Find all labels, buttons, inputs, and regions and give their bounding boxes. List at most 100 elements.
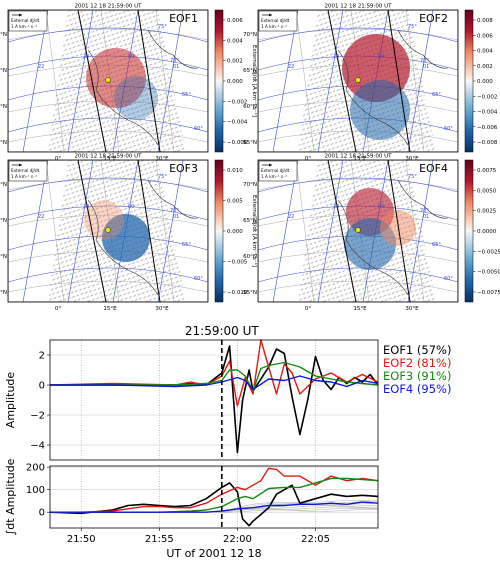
station-marker [105, 77, 111, 83]
arrow-legend-label: External dJ/dt [11, 18, 40, 23]
lon-label: 30°E [405, 156, 419, 162]
x-tick-label: 21:55 [145, 534, 174, 545]
colorbar-gradient [214, 159, 224, 303]
coastline [87, 49, 159, 146]
lon-label: 0° [305, 306, 311, 312]
colorbar: 0.010 0.005 0.000 −0.005 −0.010 External dJ/d… [214, 159, 258, 303]
mlt-label: 23 [333, 54, 339, 60]
lat-label: 70°N [0, 182, 7, 188]
station-marker [105, 227, 111, 233]
colorbar-tick-label: 0.008 [477, 18, 493, 24]
lon-label: 30°E [405, 306, 419, 312]
mlat-label: 70° [420, 208, 429, 214]
series-line-3 [50, 477, 379, 513]
x-tick-label: 22:00 [223, 534, 252, 545]
mlat-label: 70° [170, 208, 179, 214]
mlt-label: 22 [288, 214, 294, 220]
arrow-legend-head [19, 163, 22, 167]
lat-label: 70°N [243, 32, 257, 38]
lat-label: 55°N [0, 290, 7, 296]
map-area: 75° 70° 65° 60° 22 23 00 01 [258, 160, 458, 302]
legend-entry: EOF4 (95%) [383, 382, 451, 396]
map-title: EOF3 [169, 162, 198, 175]
lon-label: 0° [55, 306, 61, 312]
station-marker [355, 227, 361, 233]
colorbar-label: External dJ/dt [A km⁻¹ s⁻¹] [251, 195, 258, 267]
lat-label: 60°N [0, 104, 7, 110]
lon-label: 30°E [155, 306, 169, 312]
colorbar-tick-label: 0.000 [477, 79, 493, 85]
y-tick-label: 0 [39, 508, 45, 519]
y-tick-label: 2 [39, 351, 45, 362]
lat-label: 70°N [243, 182, 257, 188]
colorbar-tick-label: −0.004 [227, 120, 248, 126]
plot-background [50, 340, 378, 460]
colorbar-tick-label: 0.000 [227, 229, 243, 235]
mlt-label: 01 [423, 64, 429, 70]
arrow-legend-head [269, 13, 272, 17]
meridian-line [327, 10, 357, 152]
mlat-label: 60° [444, 276, 453, 282]
mlt-line [272, 10, 299, 152]
arrow-legend-units: 1 A km⁻¹ s⁻¹ [11, 174, 37, 179]
mlat-label: 75° [158, 174, 167, 180]
map-area: 75° 70° 65° 60° 22 23 00 01 [8, 10, 208, 152]
lat-label: 65°N [243, 218, 257, 224]
colorbar-tick-label: −0.0025 [477, 249, 500, 255]
arrow-legend-head [269, 163, 272, 167]
mlt-line [272, 160, 299, 302]
colorbar-tick-label: −0.010 [227, 290, 248, 296]
series-line-4 [50, 375, 379, 391]
colorbar-gradient [464, 159, 474, 303]
mlt-label: 01 [173, 64, 179, 70]
colorbar-tick-label: −0.0050 [477, 270, 500, 276]
colorbar-tick-label: −0.002 [477, 94, 497, 100]
mlat-label: 75° [408, 24, 417, 30]
mlat-label: 75° [408, 174, 417, 180]
arrow-legend: External dJ/dt1 A km⁻¹ s⁻¹ [8, 160, 48, 182]
mlt-label: 00 [128, 54, 134, 60]
colorbar-tick-label: 0.004 [227, 38, 243, 44]
lat-label: 65°N [0, 68, 7, 74]
lat-label: 55°N [243, 140, 257, 146]
chart-title: 21:59:00 UT [185, 324, 259, 338]
amplitude-blob [380, 210, 416, 246]
mlt-label: 00 [378, 204, 384, 210]
lon-label: 15°E [353, 156, 367, 162]
lat-label: 70°N [0, 32, 7, 38]
series-line-2 [50, 467, 379, 513]
colorbar: 0.008 0.006 0.004 0.002 0.000 −0.002 −0.004 −0.… [464, 9, 498, 153]
arrow-legend-label: External dJ/dt [261, 18, 290, 23]
legend-entry: EOF1 (57%) [383, 343, 451, 357]
arrow-legend-box [258, 10, 298, 32]
lat-label: 60°N [0, 254, 7, 260]
map-border [7, 159, 209, 303]
arrow-legend-units: 1 A km⁻¹ s⁻¹ [261, 24, 287, 29]
lat-label: 55°N [243, 290, 257, 296]
map-border [7, 9, 209, 153]
colorbar-tick-label: −0.002 [227, 99, 247, 105]
arrow-legend-head [19, 13, 22, 17]
colorbar-tick-label: 0.002 [227, 59, 243, 65]
arrow-legend-box [8, 160, 48, 182]
y-tick-label: −4 [30, 441, 45, 452]
colorbar-tick-label: 0.000 [227, 79, 243, 85]
y-tick-label: 0 [39, 381, 45, 392]
colorbar-tick-label: 0.004 [477, 49, 493, 55]
coastline [337, 199, 409, 296]
lat-label: 55°N [0, 140, 7, 146]
colorbar-label: External dJ/dt [A km⁻¹ s⁻¹] [251, 45, 258, 117]
colorbar-tick-label: 0.0050 [477, 188, 497, 194]
meridian-line [137, 160, 161, 302]
map-title: EOF2 [419, 12, 448, 25]
colorbar-tick-label: 0.0025 [477, 209, 497, 215]
lon-label: 30°E [155, 156, 169, 162]
colorbar-tick-label: 0.0075 [477, 168, 497, 174]
arrow-legend: External dJ/dt1 A km⁻¹ s⁻¹ [258, 10, 298, 32]
mlat-label: 60° [194, 126, 203, 132]
arrow-legend-box [8, 10, 48, 32]
colorbar-tick-label: −0.006 [477, 125, 498, 131]
mlat-label: 60° [194, 276, 203, 282]
y-tick-label: −2 [30, 411, 45, 422]
